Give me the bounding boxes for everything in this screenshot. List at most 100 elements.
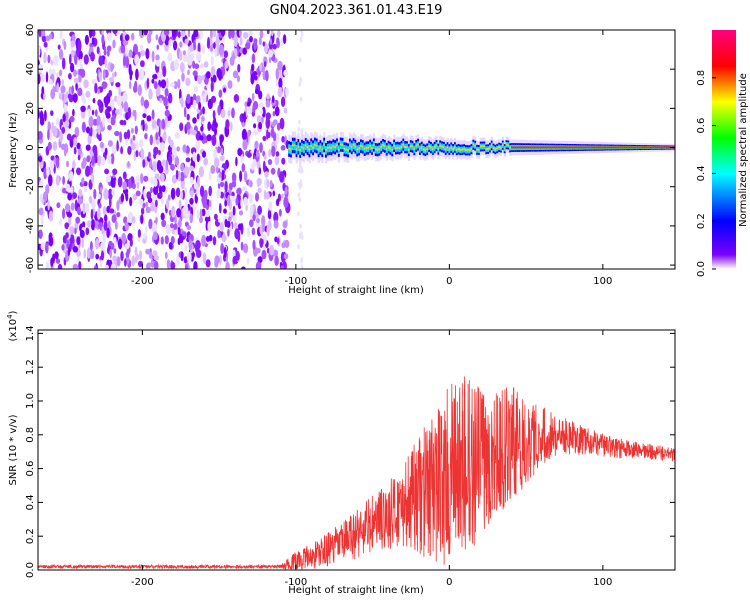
heatmap-cell xyxy=(283,196,289,209)
heatmap-cell xyxy=(306,146,309,149)
snr-scale-note: (x104) xyxy=(6,310,19,341)
heatmap-cell xyxy=(612,146,615,149)
spectrogram-y-ticks: -60 -40 -20 0 20 40 60 xyxy=(25,24,675,273)
heatmap-cell xyxy=(62,113,66,123)
spectrogram-x-ticks: -200 -100 0 100 xyxy=(131,30,612,287)
heatmap-cell xyxy=(57,44,61,50)
heatmap-cell xyxy=(139,30,145,38)
heatmap-cell xyxy=(354,145,357,148)
colorbar-tick-label: 0.4 xyxy=(696,165,707,181)
heatmap-cell xyxy=(218,89,223,98)
heatmap-cell xyxy=(57,263,63,269)
heatmap-cell xyxy=(262,221,265,233)
heatmap-cell xyxy=(201,208,206,217)
heatmap-cell xyxy=(70,49,75,58)
heatmap-cell xyxy=(217,104,221,116)
heatmap-cell xyxy=(220,243,225,254)
heatmap-cell xyxy=(406,146,409,149)
heatmap-cell xyxy=(430,146,433,149)
heatmap-cell xyxy=(72,246,79,253)
heatmap-cell xyxy=(241,163,246,173)
heatmap-cell xyxy=(284,186,288,195)
snr-panel: -200 -100 0 100 0.0 0.2 0.4 0.6 0.8 1.0 1.2 1.4 He… xyxy=(6,310,676,596)
snr-x-tick-label: 0 xyxy=(446,577,452,588)
heatmap-cell xyxy=(155,125,160,133)
heatmap-cell xyxy=(187,30,191,37)
heatmap-cell xyxy=(245,42,251,50)
heatmap-cell xyxy=(161,219,167,228)
heatmap-cell xyxy=(232,70,239,79)
heatmap-cell xyxy=(269,38,272,45)
heatmap-cell xyxy=(184,166,190,176)
heatmap-cell xyxy=(219,222,224,232)
heatmap-cell xyxy=(276,237,280,245)
heatmap-cell xyxy=(457,148,460,151)
heatmap-cell xyxy=(252,100,259,110)
heatmap-cell xyxy=(128,81,132,90)
heatmap-cell xyxy=(205,71,211,79)
heatmap-cell xyxy=(163,130,167,140)
heatmap-cell xyxy=(196,113,200,120)
heatmap-cell xyxy=(153,81,158,90)
heatmap-cell xyxy=(159,71,163,81)
heatmap-cell xyxy=(186,93,191,104)
heatmap-cell xyxy=(258,90,263,100)
heatmap-cell xyxy=(131,255,136,267)
heatmap-cell xyxy=(77,146,82,156)
heatmap-cell xyxy=(177,78,181,89)
heatmap-cell xyxy=(398,147,401,150)
heatmap-cell xyxy=(250,74,255,85)
spectrogram-x-label: Height of straight line (km) xyxy=(288,285,424,296)
heatmap-cell xyxy=(481,145,484,148)
heatmap-cell xyxy=(134,54,140,66)
heatmap-cell xyxy=(424,149,427,152)
heatmap-cell xyxy=(262,135,267,142)
heatmap-cell xyxy=(518,146,521,149)
colorbar-tick-label: 0.2 xyxy=(696,213,707,229)
heatmap-cell xyxy=(207,221,212,233)
heatmap-cell xyxy=(428,145,431,148)
heatmap-cell xyxy=(104,168,110,175)
heatmap-cell xyxy=(155,216,158,224)
heatmap-cell xyxy=(266,129,269,140)
heatmap-cell xyxy=(103,188,109,200)
spectrogram-y-tick-label: -20 xyxy=(25,179,36,195)
heatmap-cell xyxy=(112,30,118,35)
heatmap-cell xyxy=(202,252,207,265)
heatmap-cell xyxy=(332,145,335,148)
heatmap-cell xyxy=(97,155,101,167)
heatmap-cell xyxy=(43,51,47,64)
spectrogram-y-tick-label: 40 xyxy=(25,63,36,76)
heatmap-cell xyxy=(180,191,184,200)
heatmap-cell xyxy=(470,147,473,150)
heatmap-cell xyxy=(82,98,86,104)
heatmap-cell xyxy=(131,182,136,190)
heatmap-cell xyxy=(142,113,147,119)
heatmap-cell xyxy=(393,144,396,147)
heatmap-cell xyxy=(185,157,191,163)
heatmap-cell xyxy=(599,146,602,149)
heatmap-cell xyxy=(177,237,181,245)
heatmap-cell xyxy=(297,145,300,148)
heatmap-cell xyxy=(301,234,304,240)
heatmap-cell xyxy=(300,264,304,269)
heatmap-cell xyxy=(128,49,133,58)
heatmap-cell xyxy=(192,70,198,77)
heatmap-cell xyxy=(281,157,286,165)
heatmap-cell xyxy=(146,77,150,89)
heatmap-cell xyxy=(667,146,670,149)
heatmap-cell xyxy=(243,243,249,254)
heatmap-cell xyxy=(450,146,453,149)
heatmap-cell xyxy=(562,146,565,149)
heatmap-cell xyxy=(282,229,287,236)
heatmap-cell xyxy=(50,59,54,66)
heatmap-cell xyxy=(533,146,536,149)
heatmap-cell xyxy=(144,123,148,132)
heatmap-cell xyxy=(142,119,145,132)
heatmap-cell xyxy=(279,117,285,130)
heatmap-cell xyxy=(122,30,126,33)
heatmap-cell xyxy=(219,254,222,266)
heatmap-cell xyxy=(299,76,302,82)
heatmap-cell xyxy=(171,174,178,184)
heatmap-cell xyxy=(197,176,201,188)
